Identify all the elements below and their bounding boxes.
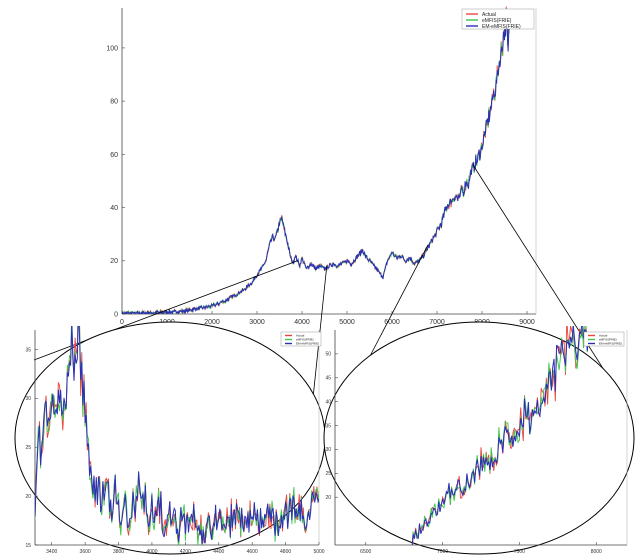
zoom-connector — [368, 244, 429, 359]
x-tick-label: 3800 — [113, 549, 124, 555]
main-chart: 0100020003000400050006000700080009000020… — [106, 6, 537, 326]
legend-entry: EM-eMFIS(FRIE) — [599, 342, 622, 346]
y-tick-label: 100 — [106, 45, 118, 52]
legend-box — [461, 8, 535, 30]
x-tick-label: 2000 — [204, 319, 220, 326]
y-tick-label: 40 — [110, 205, 118, 212]
x-tick-label: 4000 — [294, 319, 310, 326]
x-tick-label: 4800 — [280, 549, 291, 555]
x-tick-label: 3400 — [46, 549, 57, 555]
x-tick-label: 3000 — [249, 319, 265, 326]
zoom-right-lens — [323, 321, 635, 555]
x-tick-label: 7500 — [514, 549, 525, 555]
y-tick-label: 60 — [110, 152, 118, 159]
y-tick-label: 80 — [110, 99, 118, 106]
y-tick-label: 45 — [325, 376, 331, 382]
x-tick-label: 4600 — [247, 549, 258, 555]
x-tick-label: 8000 — [591, 549, 602, 555]
y-tick-label: 20 — [110, 258, 118, 265]
x-tick-label: 4200 — [180, 549, 191, 555]
zoom-left-chart: 3400 3600 3800 4000 4200 4400 4600 4800 5000 15 20… — [14, 321, 326, 555]
y-tick-label: 35 — [325, 423, 331, 429]
x-tick-label: 4000 — [146, 549, 157, 555]
legend-entry: Actual — [296, 334, 305, 338]
y-tick-label: 25 — [325, 471, 331, 477]
series-line-em-emfis-frie- — [122, 14, 511, 314]
y-tick-label: 40 — [325, 399, 331, 405]
x-tick-label: 6500 — [360, 549, 371, 555]
zoom-connector — [472, 164, 621, 396]
legend-entry: Actual — [599, 334, 608, 338]
y-tick-label: 30 — [325, 447, 331, 453]
x-tick-label: 6000 — [384, 319, 400, 326]
series-line-em-emfis-frie- — [35, 326, 319, 545]
legend-entry: EM-eMFIS(FRIE) — [482, 24, 521, 30]
zoom-right-chart: 6500 7000 7500 8000 20 25 30 35 40 45 50 ActualeMFI… — [323, 321, 635, 555]
y-tick-label: 0 — [114, 311, 118, 318]
x-tick-label: 5000 — [313, 549, 324, 555]
x-tick-label: 5000 — [339, 319, 355, 326]
legend-entry: eMFIS(FRIE) — [482, 18, 512, 24]
x-tick-label: 7000 — [429, 319, 445, 326]
legend-entry: eMFIS(FRIE) — [296, 338, 314, 342]
y-tick-label: 25 — [25, 445, 31, 451]
legend-entry: EM-eMFIS(FRIE) — [296, 342, 319, 346]
y-tick-label: 15 — [25, 543, 31, 549]
x-tick-label: 4400 — [213, 549, 224, 555]
x-tick-label: 9000 — [519, 319, 535, 326]
x-tick-label: 0 — [120, 319, 124, 326]
y-tick-label: 20 — [325, 495, 331, 501]
legend-entry: eMFIS(FRIE) — [599, 338, 617, 342]
x-tick-label: 3600 — [80, 549, 91, 555]
y-tick-label: 20 — [25, 494, 31, 500]
x-tick-label: 7000 — [437, 549, 448, 555]
series-line-em-emfis-frie- — [411, 326, 590, 545]
y-tick-label: 30 — [25, 396, 31, 402]
y-tick-label: 50 — [325, 352, 331, 358]
legend-entry: Actual — [482, 12, 496, 18]
y-tick-label: 35 — [25, 347, 31, 353]
